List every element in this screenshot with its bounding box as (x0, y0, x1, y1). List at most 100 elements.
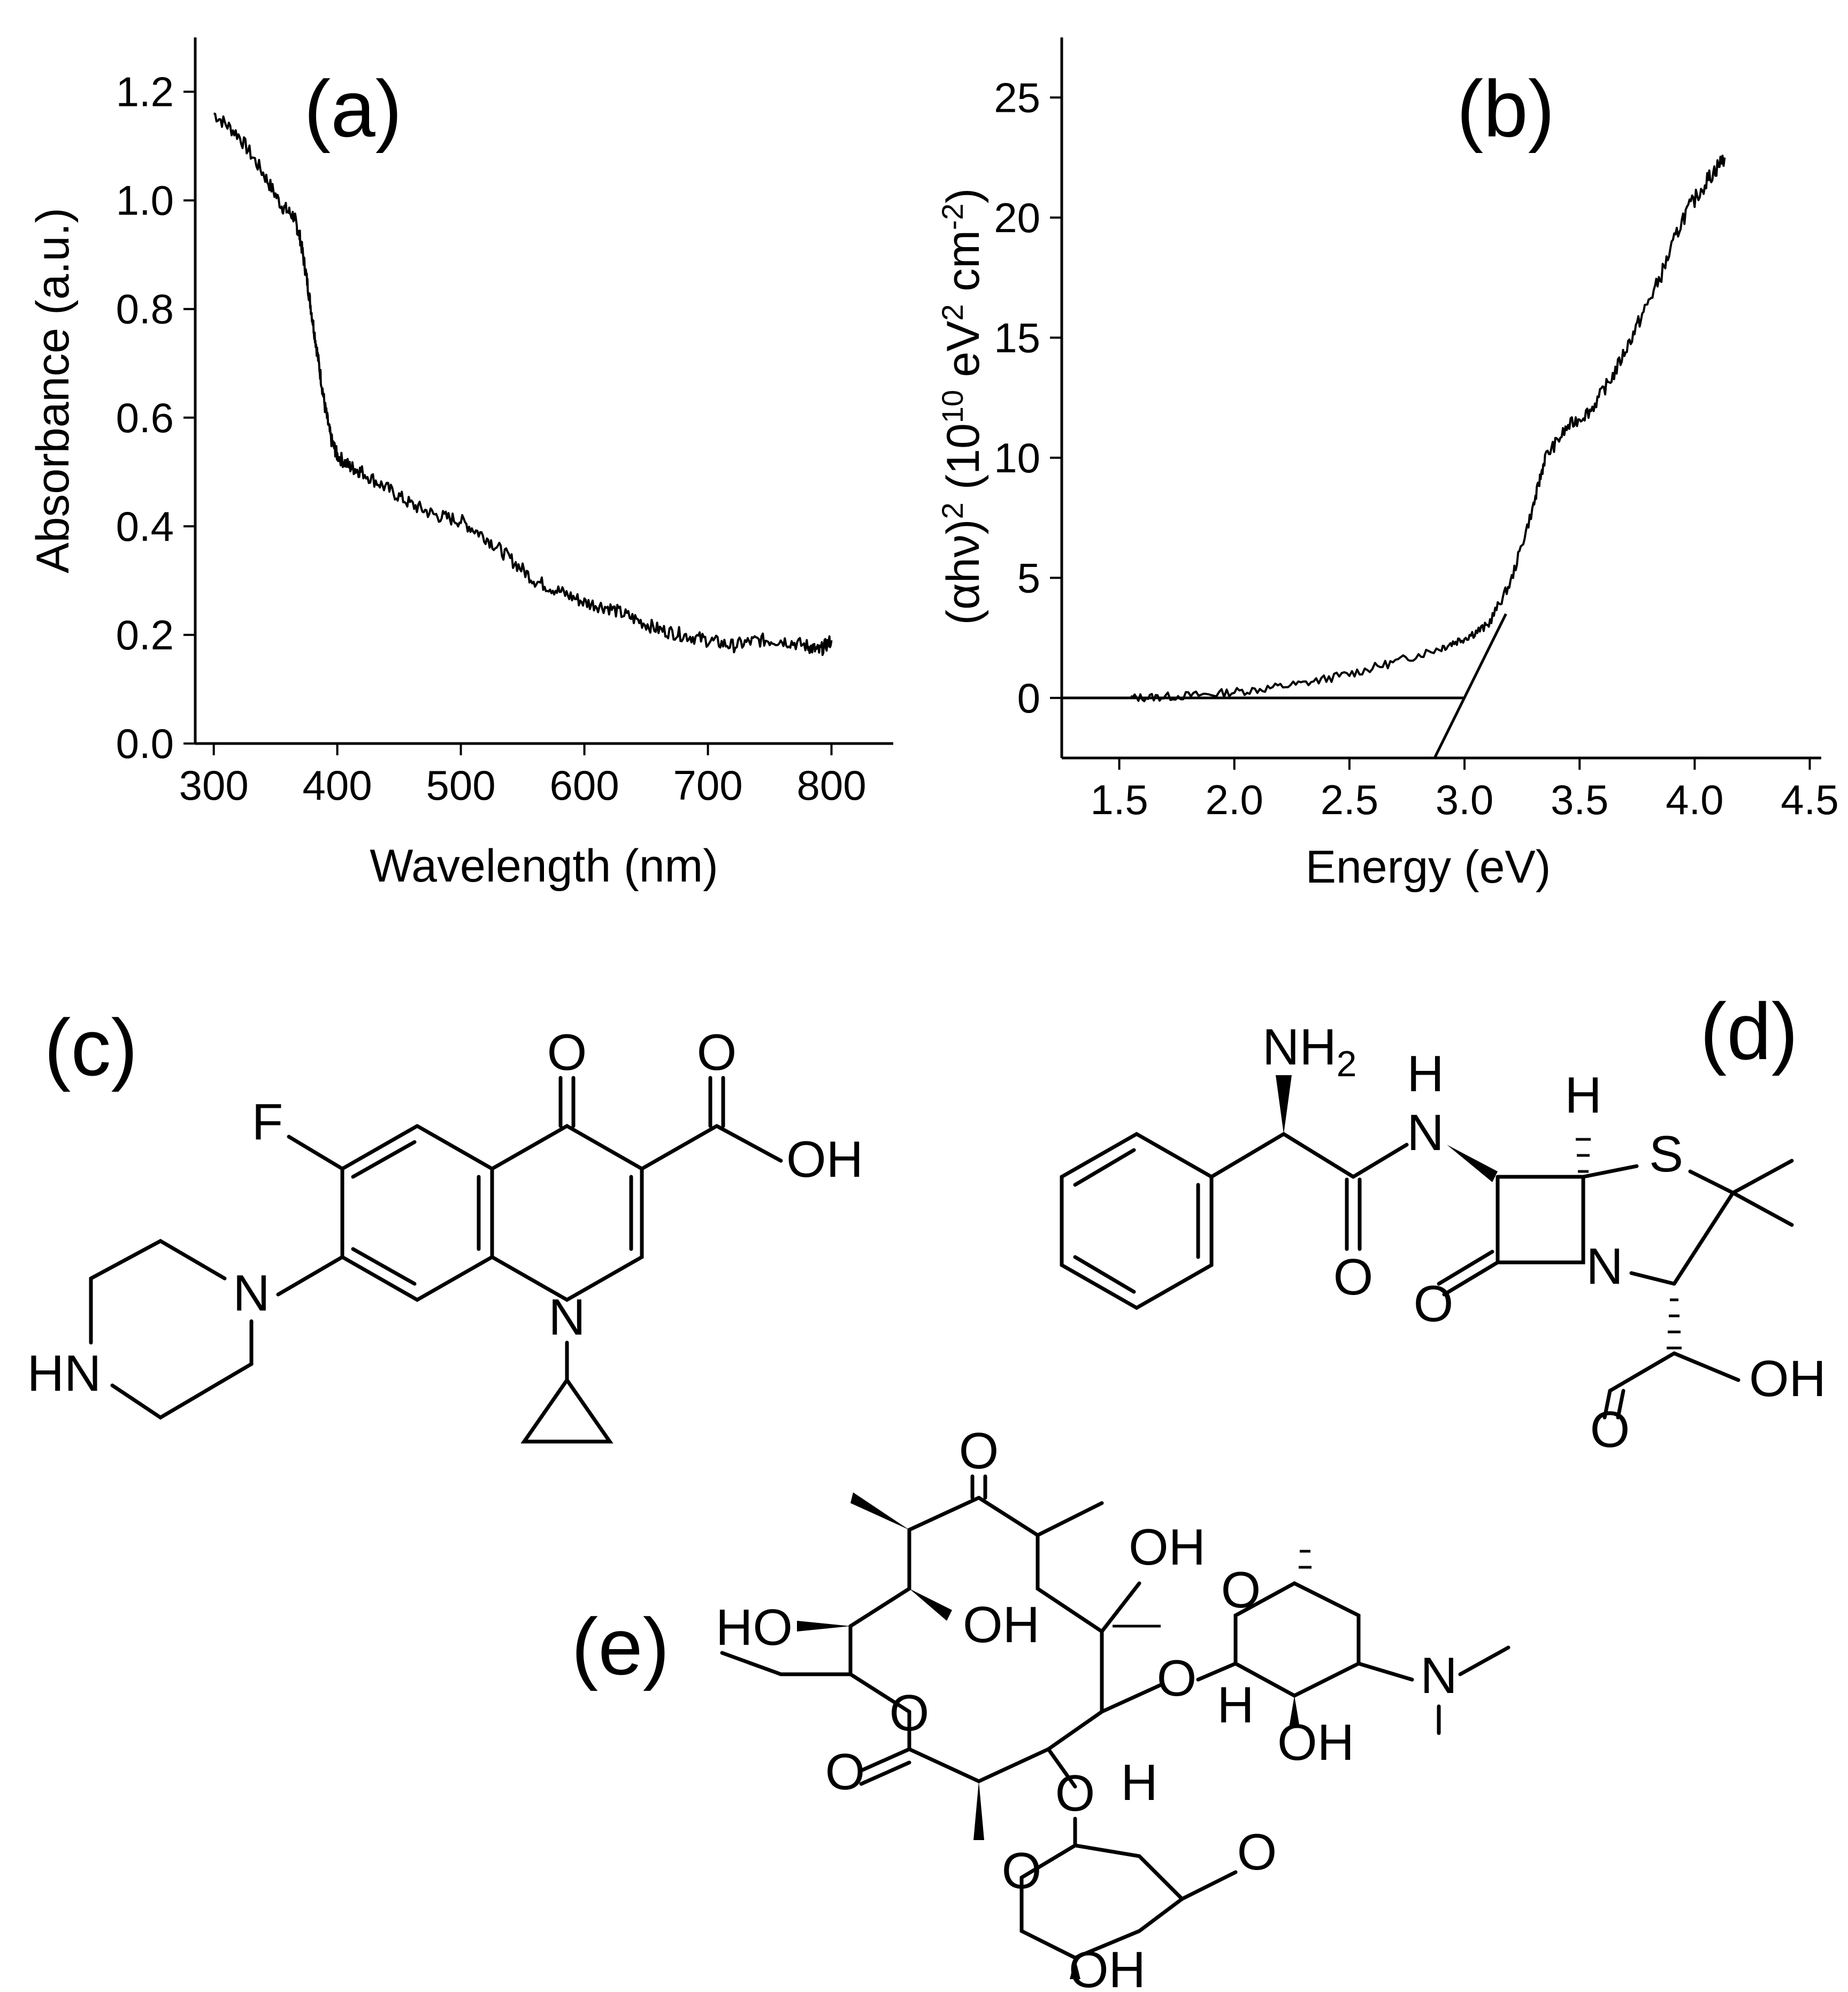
wedge-bond (797, 1621, 850, 1631)
atom-o-methoxy: O (1237, 1824, 1277, 1881)
panel-label-a: (a) (304, 64, 402, 154)
atom-oh-mid: OH (963, 1596, 1040, 1653)
y-tick-label: 0 (1017, 675, 1040, 722)
bond-double (1073, 1255, 1136, 1294)
atom-s: S (1649, 1125, 1683, 1183)
atom-n-amide: N (1407, 1104, 1444, 1161)
wedge-bond (1276, 1075, 1292, 1134)
atom-ho-left: HO (716, 1599, 793, 1656)
bond (715, 1124, 783, 1163)
bond-methyl (1731, 1159, 1794, 1195)
atom-f: F (252, 1093, 283, 1151)
wedge-bond (850, 1492, 909, 1530)
bond (1282, 1132, 1355, 1179)
y-tick-label: 10 (994, 434, 1040, 481)
y-tick-label: 15 (994, 314, 1040, 361)
wedge-bond (1289, 1696, 1300, 1728)
chart-b-ylabel-sup: -2 (935, 203, 969, 230)
atom-o-acid: O (697, 1024, 737, 1081)
wedge-bond (1070, 1958, 1080, 1979)
chart-b-ylabel-sup: 10 (935, 390, 969, 423)
bond-lactam (1442, 1260, 1500, 1297)
bond (1356, 1661, 1414, 1682)
y-tick-label: 1.2 (116, 68, 174, 116)
bond (1672, 1351, 1740, 1382)
x-tick-label: 600 (549, 762, 619, 809)
bond (1688, 1169, 1735, 1195)
atom-nh2: NH2 (1262, 1018, 1356, 1084)
wedge-bond (909, 1589, 952, 1621)
bond-double (351, 1247, 417, 1286)
y-tick-label: 25 (994, 74, 1040, 121)
chart-b-ylabel-sup: 2 (935, 304, 969, 321)
atom-hn: HN (27, 1345, 102, 1402)
bond (1100, 1581, 1141, 1634)
y-tick-label: 0.0 (116, 720, 174, 767)
y-tick-label: 0.2 (116, 611, 174, 658)
atom-o-acid: O (1590, 1401, 1630, 1458)
y-tick-label: 20 (994, 194, 1040, 241)
y-tick-label: 1.0 (116, 177, 174, 224)
atom-o-ketone: O (959, 1422, 999, 1480)
structure-e-erythromycin: (e) O OH HO OH O O O O H (571, 1422, 1510, 1992)
panel-label-d: (d) (1700, 986, 1798, 1076)
bond-methyl (1036, 1501, 1104, 1537)
atom-o-glyco2: O (1055, 1765, 1095, 1822)
bond-methyl (1731, 1191, 1794, 1227)
x-tick-label: 3.5 (1551, 776, 1608, 823)
bond-acid (1602, 1389, 1612, 1420)
bond-sugar-lower (1019, 1817, 1185, 1960)
atom-nh2-text: NH (1262, 1018, 1337, 1076)
chart-b-tauc-plot: (b) 1.5 2.0 2.5 3.0 3.5 4.0 4.5 0 5 10 15 20 25 Ene… (935, 37, 1839, 893)
bond (1180, 1870, 1238, 1901)
bond (276, 1255, 344, 1297)
bond-piperazine (89, 1238, 227, 1345)
atom-n-ring: N (1586, 1238, 1623, 1295)
atom-o-sugar1: O (1221, 1561, 1261, 1619)
chart-b-ylabel-part: ) (938, 188, 989, 204)
atom-o-ring-lactone: O (890, 1684, 930, 1742)
bond-piperazine (110, 1319, 254, 1420)
bond (1351, 1143, 1409, 1179)
chart-b-ylabel-part: (10 (938, 423, 989, 502)
atom-n1: N (548, 1289, 585, 1346)
bond (859, 1760, 911, 1786)
bond-macrolide-ring (848, 1496, 1104, 1783)
chart-a-y-axis-title: Absorbance (a.u.) (27, 208, 79, 573)
atom-o-sugar2: O (1002, 1842, 1042, 1899)
panel-label-c: (c) (44, 1002, 138, 1092)
panel-label-b: (b) (1456, 64, 1554, 154)
x-tick-label: 4.5 (1781, 776, 1838, 823)
bond-double (1073, 1148, 1136, 1187)
bond-acid (1616, 1389, 1625, 1420)
chart-b-ylabel-part: (αhν) (938, 519, 989, 625)
atom-o-lactam: O (1414, 1275, 1454, 1332)
atom-h-sugar1: H (1217, 1676, 1254, 1734)
structure-c-ciprofloxacin: (c) O O OH F N N HN (27, 1002, 863, 1444)
structure-d-ampicillin: (d) NH2 O N H O H N S (1060, 986, 1826, 1458)
bond (1672, 1191, 1735, 1286)
wedge-bond (1447, 1145, 1498, 1182)
chart-a-x-axis-title: Wavelength (nm) (370, 840, 718, 892)
bond (1100, 1683, 1163, 1714)
atom-n-dimethyl: N (1420, 1647, 1457, 1704)
bond (1046, 1747, 1077, 1789)
bond-ring-left (340, 1124, 494, 1303)
wedge-bond (973, 1781, 984, 1840)
atom-h-amide: H (1407, 1045, 1444, 1102)
chart-b-linear-fit (1433, 613, 1507, 759)
cyclopropyl-ring (520, 1376, 614, 1444)
bond (1581, 1164, 1639, 1179)
x-tick-label: 2.0 (1206, 776, 1263, 823)
y-tick-label: 5 (1017, 554, 1040, 601)
chart-b-ylabel-sup: 2 (935, 502, 969, 519)
bond-lactam (1437, 1250, 1494, 1286)
chart-b-ylabel-part: eV (938, 321, 989, 390)
x-tick-label: 1.5 (1090, 776, 1148, 823)
atom-oh-sugar1: OH (1277, 1714, 1354, 1771)
atom-h-sugar2: H (1121, 1754, 1157, 1811)
y-tick-label: 0.8 (116, 286, 174, 333)
y-tick-label: 0.4 (116, 503, 174, 550)
x-tick-label: 4.0 (1666, 776, 1723, 823)
